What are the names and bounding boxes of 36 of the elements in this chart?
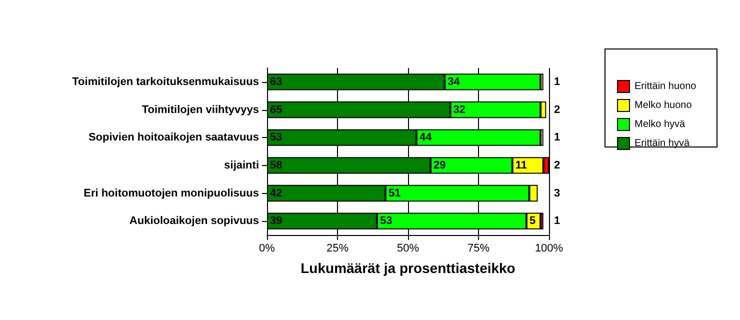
x-tick-label: 100% bbox=[534, 242, 564, 254]
data-label: 1 bbox=[554, 76, 560, 88]
data-label: 39 bbox=[270, 215, 282, 228]
data-label: 51 bbox=[388, 187, 401, 200]
x-tick-label: 0% bbox=[259, 242, 276, 254]
data-label: 3 bbox=[554, 187, 560, 200]
y-tick-label: Toimitilojen tarkoituksenmukaisuus bbox=[72, 76, 259, 88]
y-tick-label: Toimitilojen viihtyvyys bbox=[142, 104, 259, 116]
y-tick-label: sijainti bbox=[224, 159, 259, 172]
x-tick-label: 75% bbox=[467, 242, 490, 254]
data-label: 42 bbox=[270, 187, 282, 200]
legend-label: Melko hyvä bbox=[634, 119, 686, 130]
x-tick-label: 25% bbox=[326, 242, 349, 254]
data-label: 44 bbox=[419, 132, 433, 144]
legend-label: Erittäin hyvä bbox=[634, 138, 690, 149]
data-label: 32 bbox=[453, 104, 466, 116]
x-axis-title: Lukumäärät ja prosenttiasteikko bbox=[300, 260, 516, 276]
data-label: 1 bbox=[554, 132, 560, 144]
y-tick-label: Eri hoitomuotojen monipuolisuus bbox=[84, 187, 259, 200]
data-label: 58 bbox=[270, 159, 282, 172]
data-label: 34 bbox=[448, 76, 461, 88]
data-label: 2 bbox=[554, 104, 560, 116]
data-label: 11 bbox=[515, 159, 527, 172]
data-label: 65 bbox=[270, 104, 282, 116]
legend-label: Erittäin huono bbox=[634, 81, 697, 92]
data-label: 63 bbox=[270, 76, 282, 88]
data-label: 2 bbox=[554, 159, 560, 172]
data-label: 1 bbox=[554, 215, 560, 228]
data-label: 29 bbox=[434, 159, 446, 172]
y-tick-label: Sopivien hoitoaikojen saatavuus bbox=[88, 132, 259, 144]
y-tick-label: Aukioloaikojen sopivuus bbox=[129, 215, 259, 228]
data-label: 53 bbox=[270, 132, 282, 144]
x-tick-label: 50% bbox=[396, 242, 420, 254]
data-label: 53 bbox=[380, 215, 392, 228]
legend-label: Melko huono bbox=[634, 100, 692, 111]
data-label: 5 bbox=[529, 215, 536, 228]
